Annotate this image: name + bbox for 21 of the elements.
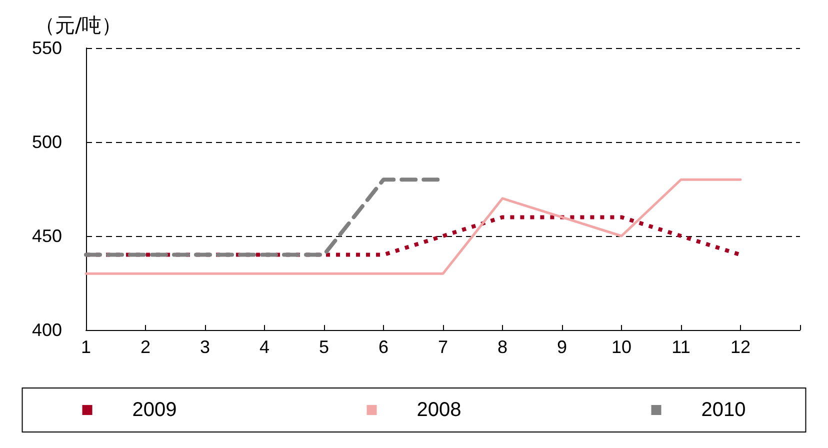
y-tick-label: 550 [32, 38, 62, 58]
legend-label: 2008 [416, 399, 462, 421]
x-tick-label: 2 [140, 337, 151, 357]
legend-label: 2009 [132, 399, 177, 421]
x-tick-label: 9 [556, 337, 568, 357]
x-tick-label: 3 [200, 337, 210, 357]
x-tick-label: 11 [672, 337, 690, 357]
x-tick-label: 7 [438, 337, 448, 357]
x-tick-label: 5 [318, 337, 330, 357]
x-tick-label: 10 [611, 337, 632, 357]
x-tick-label: 6 [378, 337, 389, 357]
y-tick-label: 450 [32, 226, 62, 246]
y-tick-label: 400 [32, 320, 62, 340]
y-axis-title: （元/吨） [35, 13, 122, 37]
x-tick-label: 4 [259, 337, 270, 357]
x-tick-label: 12 [730, 337, 751, 357]
y-tick-label: 500 [32, 132, 62, 152]
x-tick-label: 8 [497, 337, 508, 357]
line-series [84, 178, 742, 275]
legend-label: 2010 [701, 399, 746, 421]
x-tick-label: 1 [80, 337, 92, 357]
